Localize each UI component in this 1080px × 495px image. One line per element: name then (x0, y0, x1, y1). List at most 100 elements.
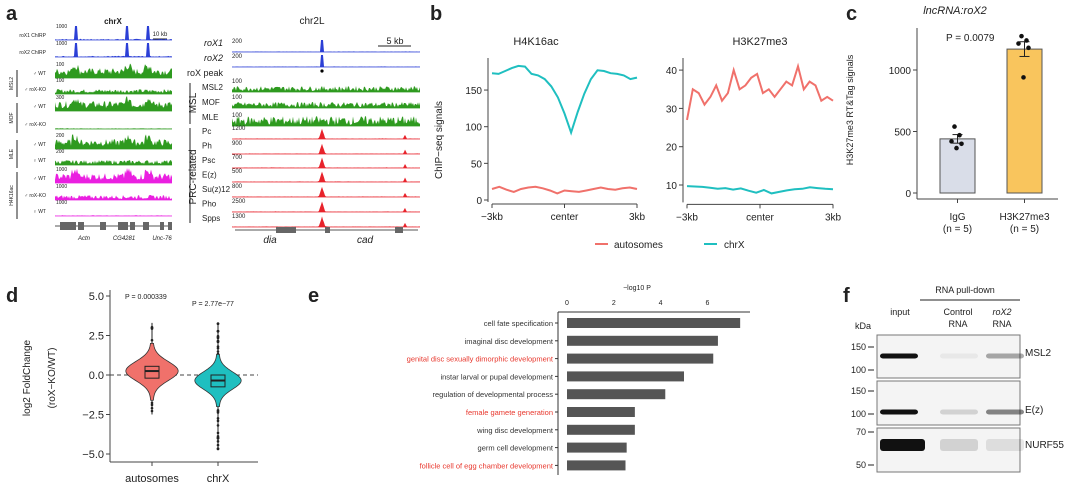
go-bar (567, 389, 666, 400)
y-tick-label: 40 (666, 66, 678, 77)
outlier (216, 350, 220, 353)
exon (100, 222, 106, 230)
y-tick-label: 0 (905, 189, 911, 200)
group-prc: PRC-related (188, 149, 199, 204)
outlier (216, 340, 220, 343)
band (940, 353, 978, 359)
left-track-max: 100 (56, 62, 65, 68)
left-track-signal (55, 63, 172, 78)
right-track-max: 700 (232, 155, 243, 161)
panel-label-d: d (6, 285, 18, 307)
exon (160, 222, 164, 230)
c-p-value: P = 0.0079 (946, 33, 995, 44)
right-track-signal (232, 86, 420, 92)
f-header: RNA pull-down (935, 285, 995, 295)
legend-autosomes: autosomes (614, 240, 663, 251)
left-track-signal (55, 43, 172, 57)
outlier (150, 409, 154, 413)
label-rox1: roX1 (204, 38, 223, 48)
d-ylabel-2: (roX−KO/WT) (47, 348, 58, 409)
box (144, 365, 160, 379)
exon (276, 227, 296, 233)
series-line-chrX (491, 64, 638, 136)
msl-track-label: MOF (202, 98, 220, 107)
outlier (216, 436, 220, 439)
right-track-max: 900 (232, 141, 243, 147)
right-track-max: 1200 (232, 126, 246, 132)
y-tick-label: 1000 (889, 66, 912, 77)
lane-label-2: RNA (992, 319, 1011, 329)
msl-track-label: MLE (202, 113, 218, 122)
outlier (216, 440, 220, 443)
band (986, 409, 1024, 415)
x-tick-label: IgG (949, 212, 965, 223)
right-track-signal (232, 171, 420, 182)
go-bar (567, 407, 635, 417)
left-track-max: 1000 (56, 24, 67, 30)
data-point (952, 124, 957, 129)
right-track-signal (232, 128, 420, 139)
right-track-signal (232, 116, 420, 126)
c-ylabel: H3K27me3 RT&Tag signals (845, 54, 855, 165)
right-gene-name: cad (357, 235, 374, 246)
go-bar (567, 318, 741, 328)
f-unit: kDa (855, 321, 871, 331)
prc-track-label: Pc (202, 127, 211, 136)
outlier (216, 411, 220, 414)
x-tick-label: chrX (207, 473, 230, 485)
left-track-label: ♀ WT (33, 158, 46, 164)
left-group-label: H4K16ac (9, 185, 15, 206)
x-tick-n: (n = 5) (1010, 224, 1039, 235)
left-track-signal (55, 195, 172, 200)
left-track-max: 100 (56, 78, 65, 84)
left-track-label: ♂ WT (33, 142, 46, 148)
band (986, 439, 1024, 451)
left-track-signal (55, 89, 172, 94)
y-tick-label: 5.0 (89, 291, 104, 303)
left-gene-name: CG4281 (113, 236, 135, 242)
go-term-label: instar larval or pupal development (440, 372, 553, 381)
left-track-signal (55, 26, 172, 40)
exon (118, 222, 128, 230)
right-track-signal (232, 216, 420, 227)
band (880, 439, 925, 451)
exon (168, 222, 172, 230)
go-bar (567, 371, 684, 382)
panel-a-genome-tracks: chrX 10 kb chr2L 5 kb roX1 roX2 roX peak… (9, 16, 420, 246)
chr2l-title: chr2L (299, 16, 324, 27)
x-tick-label: autosomes (125, 473, 179, 485)
panel-f-western-blot: RNA pull-down kDa input Control RNA roX2 RNA… (851, 285, 1064, 473)
panel-d-violin-plot: log2 FoldChange (roX−KO/WT) P = 0.000339… (22, 290, 258, 485)
data-point (1021, 75, 1026, 80)
y-tick-label: 2.5 (89, 331, 104, 343)
go-bar (567, 460, 626, 471)
x-tick-label: 6 (705, 300, 709, 307)
d-ylabel-1: log2 FoldChange (22, 339, 33, 416)
go-term-label: imaginal disc development (465, 337, 554, 346)
exon (66, 222, 76, 230)
panel-label-f: f (843, 285, 850, 307)
series-line-autosomes (686, 62, 834, 121)
panel-label-b: b (430, 3, 442, 25)
data-point (949, 139, 954, 144)
protein-label: E(z) (1025, 405, 1043, 416)
prc-track-label: Spps (202, 214, 220, 223)
left-gene-name: Unc-76 (152, 236, 172, 242)
right-track-signal (232, 201, 420, 212)
go-term-label: genital disc sexually dimorphic developm… (407, 355, 554, 364)
panel-b-line-charts: ChIP−seq signals H4K16ac H3K27me3 autoso… (434, 36, 841, 251)
x-tick-label: 0 (565, 300, 569, 307)
left-track-label: ♂ roX-KO (24, 122, 46, 128)
y-tick-label: 20 (666, 143, 678, 154)
x-tick-label: center (746, 212, 774, 223)
lane-label: roX2 (992, 307, 1011, 317)
left-track-signal (55, 128, 172, 129)
right-track-max: 2500 (232, 199, 246, 205)
y-tick-label: 500 (894, 128, 911, 139)
left-track-signal (55, 134, 172, 149)
left-group-label: MSL2 (9, 77, 15, 90)
legend-chrx: chrX (724, 240, 745, 251)
y-tick-label: 0.0 (89, 370, 104, 382)
y-tick-label: 150 (465, 86, 482, 97)
